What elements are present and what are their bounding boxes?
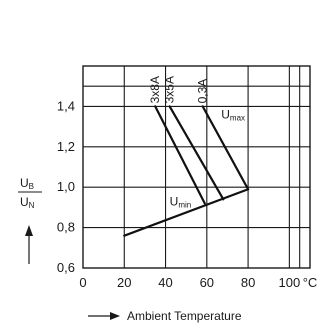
arrow-up-icon — [25, 225, 33, 236]
y-label-denominator: UN — [20, 195, 35, 210]
y-label-numerator: UB — [20, 176, 34, 191]
series-line-umin — [123, 188, 250, 237]
x-unit-label: °C — [303, 275, 318, 290]
series-lines — [123, 105, 250, 237]
series-line-3x8a — [154, 105, 206, 205]
x-tick-label: 40 — [158, 275, 172, 290]
y-axis-label: UB UN — [18, 176, 42, 264]
x-tick-label: 80 — [241, 275, 255, 290]
x-axis-label: Ambient Temperature — [88, 309, 242, 323]
series-label: 0,3A — [196, 79, 210, 104]
series-line-03a — [201, 105, 250, 191]
grid — [82, 65, 311, 269]
x-axis-title: Ambient Temperature — [127, 309, 242, 323]
x-tick-label: 60 — [200, 275, 214, 290]
y-tick-label: 0,8 — [57, 220, 75, 235]
annotation-umin: Umin — [170, 194, 192, 209]
plot-frame — [82, 65, 311, 269]
annotation-umax: Umax — [221, 108, 245, 123]
y-tick-label: 1,4 — [57, 98, 75, 113]
y-tick-label: 1,0 — [57, 179, 75, 194]
y-tick-labels: 0,6 0,8 1,0 1,2 1,4 — [57, 98, 75, 275]
series-label: 3x5A — [163, 76, 177, 103]
y-tick-label: 1,2 — [57, 139, 75, 154]
arrow-right-icon — [110, 312, 120, 320]
x-tick-labels: 0 20 40 60 80 100 — [79, 275, 300, 290]
x-tick-label: 20 — [117, 275, 131, 290]
series-label: 3x8A — [148, 76, 162, 103]
series-line-3x5a — [168, 105, 225, 201]
x-tick-label: 100 — [279, 275, 301, 290]
y-tick-label: 0,6 — [57, 260, 75, 275]
x-tick-label: 0 — [79, 275, 86, 290]
series-labels: 3x8A 3x5A 0,3A Umax Umin — [148, 76, 245, 209]
